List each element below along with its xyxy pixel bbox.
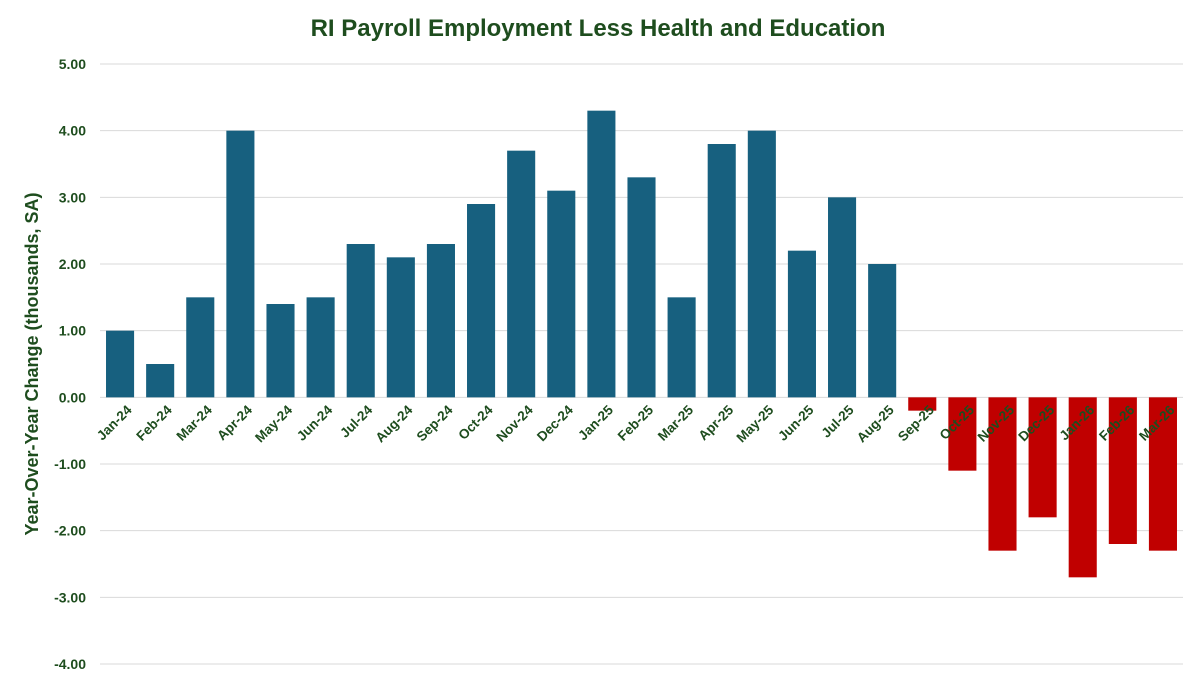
- chart-title: RI Payroll Employment Less Health and Ed…: [311, 15, 886, 42]
- bar: [747, 130, 776, 398]
- bar: [627, 177, 656, 398]
- bar: [1028, 397, 1057, 518]
- y-tick-label: -2.00: [54, 523, 86, 539]
- bar: [667, 297, 696, 398]
- bar: [547, 190, 576, 398]
- y-tick-label: -3.00: [54, 589, 86, 605]
- x-tick-label: Aug-24: [373, 402, 416, 445]
- bar: [106, 330, 135, 398]
- x-tick-label: Jun-24: [294, 402, 336, 444]
- bar: [186, 297, 215, 398]
- bar: [1068, 397, 1097, 578]
- y-tick-label: -4.00: [54, 656, 86, 672]
- bar: [386, 257, 415, 398]
- y-axis-label: Year-Over-Year Change (thousands, SA): [22, 192, 42, 535]
- bar: [908, 397, 937, 411]
- x-tick-label: Jul-25: [818, 402, 857, 441]
- x-tick-label: Apr-25: [696, 402, 737, 443]
- x-tick-label: Jun-25: [775, 402, 817, 444]
- bar: [1108, 397, 1137, 544]
- x-tick-label: Oct-24: [455, 402, 496, 443]
- x-tick-label: Jan-25: [575, 402, 616, 443]
- y-tick-label: 4.00: [59, 123, 86, 139]
- x-tick-label: Dec-24: [534, 402, 576, 444]
- x-tick-label: Nov-24: [493, 402, 536, 445]
- x-tick-label: Aug-25: [854, 402, 897, 445]
- x-tick-label: Feb-25: [615, 402, 657, 444]
- x-tick-label: Feb-24: [133, 402, 175, 444]
- bars: [106, 110, 1177, 578]
- y-tick-label: -1.00: [54, 456, 86, 472]
- x-tick-label: Jan-24: [94, 402, 135, 443]
- bar: [828, 197, 857, 398]
- y-tick-label: 5.00: [59, 56, 86, 72]
- bar: [1148, 397, 1177, 551]
- x-tick-label: Sep-24: [414, 402, 456, 444]
- bar: [507, 150, 536, 398]
- bar: [787, 250, 816, 398]
- x-tick-label: May-24: [252, 402, 295, 445]
- y-tick-label: 2.00: [59, 256, 86, 272]
- bar: [467, 204, 496, 398]
- bar: [988, 397, 1017, 551]
- bar: [707, 144, 736, 398]
- bar: [868, 264, 897, 398]
- bar: [306, 297, 335, 398]
- y-tick-label: 1.00: [59, 323, 86, 339]
- x-tick-label: Mar-24: [174, 402, 216, 444]
- y-tick-label: 3.00: [59, 189, 86, 205]
- y-tick-label: 0.00: [59, 389, 86, 405]
- y-tick-labels: 5.00 4.00 3.00 2.00 1.00 0.00 -1.00 -2.00 -3.00 -…: [54, 56, 86, 672]
- bar: [426, 244, 455, 398]
- x-tick-label: May-25: [733, 402, 776, 445]
- bar: [948, 397, 977, 471]
- x-tick-label: Mar-25: [655, 402, 697, 444]
- bar: [587, 110, 616, 398]
- bar: [226, 130, 255, 398]
- x-tick-label: Jul-24: [337, 402, 376, 441]
- bar: [346, 244, 375, 398]
- bar: [266, 304, 295, 398]
- x-tick-label: Apr-24: [214, 402, 255, 443]
- bar: [146, 364, 175, 398]
